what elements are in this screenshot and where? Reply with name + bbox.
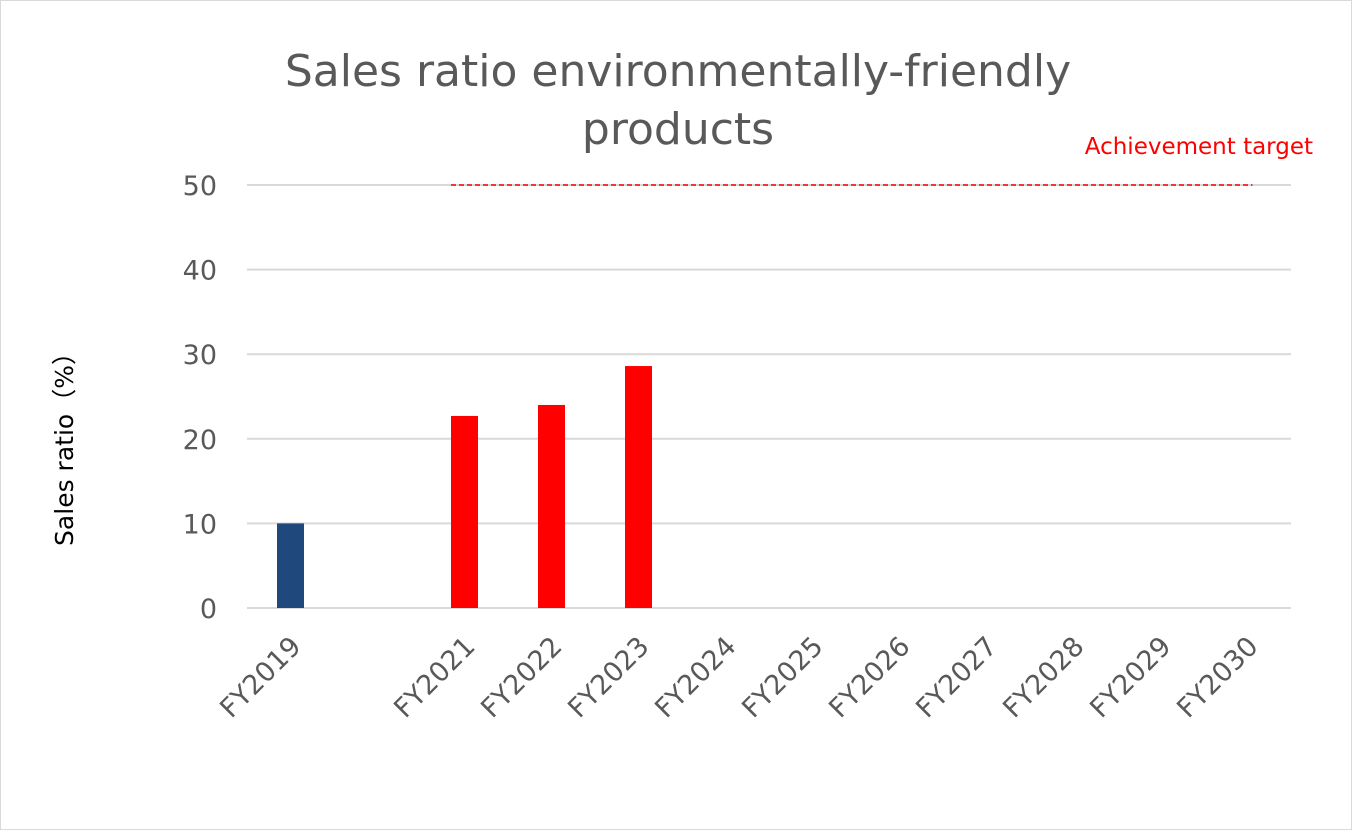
x-tick-label: FY2025 bbox=[736, 631, 829, 724]
y-tick-label: 50 bbox=[183, 171, 217, 202]
y-tick-labels: 0 10 20 30 40 50 bbox=[183, 171, 217, 625]
x-tick-label: FY2023 bbox=[562, 631, 655, 724]
bar bbox=[451, 415, 478, 608]
y-tick-label: 40 bbox=[183, 256, 217, 287]
y-tick-label: 30 bbox=[183, 340, 217, 371]
y-tick-label: 20 bbox=[183, 425, 217, 456]
x-tick-label: FY2026 bbox=[823, 631, 916, 724]
x-tick-label: FY2029 bbox=[1084, 631, 1177, 724]
x-tick-labels: FY2019 FY2021FY2022FY2023FY2024FY2025FY20… bbox=[214, 631, 1264, 724]
bar bbox=[625, 366, 652, 608]
x-tick-label: FY2024 bbox=[649, 631, 742, 724]
target-label: Achievement target bbox=[1085, 134, 1313, 160]
bars bbox=[277, 366, 652, 608]
y-tick-label: 10 bbox=[183, 509, 217, 540]
bar bbox=[538, 404, 565, 608]
chart-title-line-1: Sales ratio environmentally-friendly bbox=[285, 46, 1071, 97]
y-axis-label: Sales ratio（%） bbox=[50, 340, 79, 546]
x-tick-label: FY2027 bbox=[910, 631, 1003, 724]
x-tick-label: FY2028 bbox=[997, 631, 1090, 724]
y-tick-label: 0 bbox=[200, 594, 217, 625]
chart-title-line-2: products bbox=[582, 104, 774, 155]
x-tick-label: FY2030 bbox=[1171, 631, 1264, 724]
x-tick-label: FY2019 bbox=[214, 631, 307, 724]
bar bbox=[277, 523, 304, 608]
x-tick-label: FY2022 bbox=[475, 631, 568, 724]
x-tick-label: FY2021 bbox=[388, 631, 481, 724]
gridlines bbox=[247, 184, 1291, 609]
